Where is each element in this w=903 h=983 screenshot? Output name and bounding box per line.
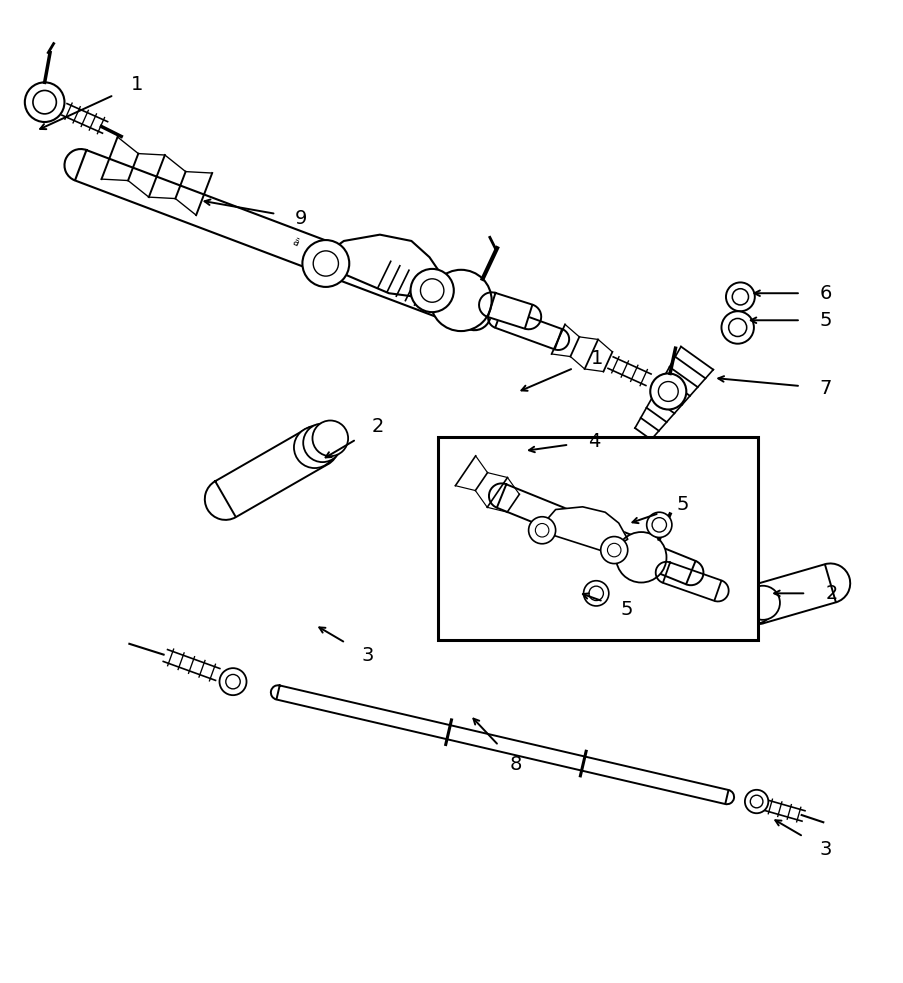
Polygon shape [495, 308, 562, 349]
Text: 2: 2 [824, 584, 837, 603]
Circle shape [745, 586, 779, 620]
Circle shape [430, 269, 491, 331]
Polygon shape [75, 150, 479, 329]
Circle shape [725, 282, 754, 312]
Circle shape [24, 83, 64, 122]
Text: 1: 1 [590, 349, 602, 368]
Polygon shape [634, 347, 712, 439]
Text: 3: 3 [818, 839, 831, 859]
Circle shape [727, 588, 767, 627]
Text: 5: 5 [676, 495, 689, 514]
Circle shape [736, 587, 773, 623]
Polygon shape [662, 562, 721, 601]
Text: ā: ā [291, 237, 300, 248]
Polygon shape [215, 428, 328, 517]
Text: 3: 3 [361, 646, 373, 665]
Circle shape [303, 424, 341, 462]
Circle shape [312, 421, 348, 456]
Circle shape [646, 512, 671, 538]
Bar [438, 437, 758, 640]
Text: 5: 5 [620, 601, 633, 619]
Circle shape [293, 427, 335, 468]
Circle shape [303, 240, 349, 287]
Circle shape [615, 532, 666, 583]
Circle shape [721, 312, 753, 344]
Circle shape [649, 374, 685, 410]
Circle shape [744, 789, 768, 813]
Polygon shape [497, 485, 694, 584]
Text: 1: 1 [131, 75, 143, 94]
Circle shape [410, 269, 453, 313]
Text: 5: 5 [819, 311, 832, 329]
Text: 7: 7 [819, 378, 831, 398]
Text: 6: 6 [819, 284, 832, 303]
Text: 9: 9 [294, 208, 307, 228]
Polygon shape [276, 685, 728, 804]
Circle shape [600, 537, 627, 563]
Circle shape [528, 517, 555, 544]
Circle shape [219, 668, 247, 695]
Text: 2: 2 [372, 417, 384, 435]
Text: 8: 8 [509, 755, 522, 774]
Polygon shape [488, 293, 532, 328]
Circle shape [583, 581, 608, 606]
Polygon shape [751, 564, 835, 623]
Polygon shape [314, 235, 442, 298]
Polygon shape [537, 507, 627, 551]
Text: 4: 4 [587, 432, 600, 450]
